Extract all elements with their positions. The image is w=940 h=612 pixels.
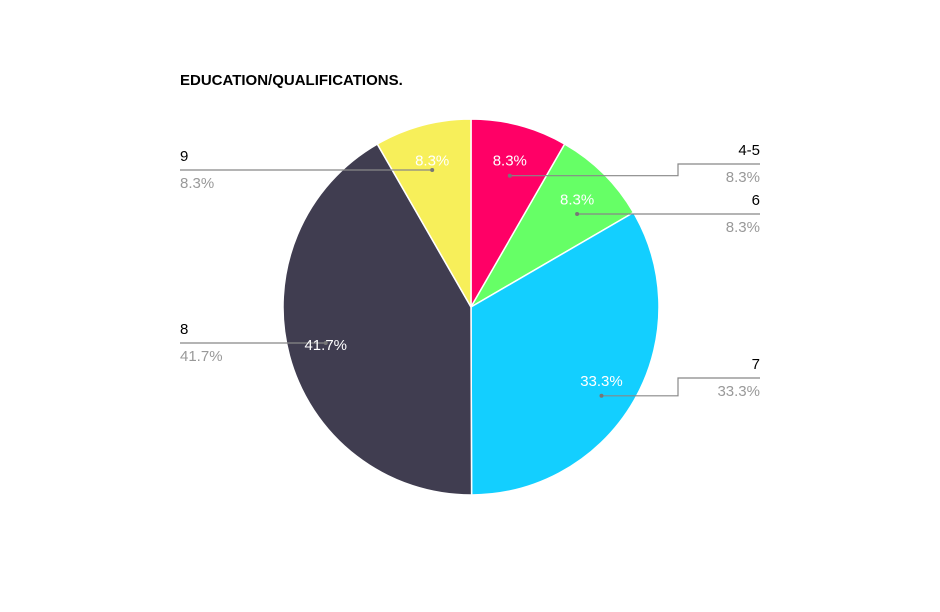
slice-label: 8.3% <box>560 191 594 208</box>
slice-label: 8.3% <box>493 153 527 170</box>
leader-dot <box>430 168 435 172</box>
leader-line <box>509 163 760 177</box>
leader-dot <box>507 173 512 178</box>
legend-value: 41.7% <box>180 348 223 365</box>
slice-label: 33.3% <box>580 373 623 390</box>
leader-line <box>601 377 760 397</box>
slice-label: 8.3% <box>415 153 449 170</box>
legend-value: 8.3% <box>726 219 760 236</box>
pie-slice <box>282 143 473 496</box>
legend-label: 9 <box>180 148 188 165</box>
leader-dot <box>575 212 580 216</box>
legend-label: 6 <box>752 192 760 209</box>
pie-slice <box>376 118 472 310</box>
leader-dot <box>599 393 604 398</box>
legend-value: 8.3% <box>726 169 760 186</box>
slice-label: 41.7% <box>304 337 347 354</box>
legend-value: 8.3% <box>180 175 214 192</box>
legend-value: 33.3% <box>717 383 760 400</box>
leader-dot <box>323 341 328 345</box>
legend-label: 7 <box>752 356 760 373</box>
legend-label: 8 <box>180 321 188 338</box>
chart-title: EDUCATION/QUALIFICATIONS. <box>180 72 403 89</box>
legend-label: 4-5 <box>738 142 760 159</box>
pie-slice <box>470 211 660 496</box>
pie-slice <box>470 118 566 310</box>
pie-slice <box>468 143 635 310</box>
